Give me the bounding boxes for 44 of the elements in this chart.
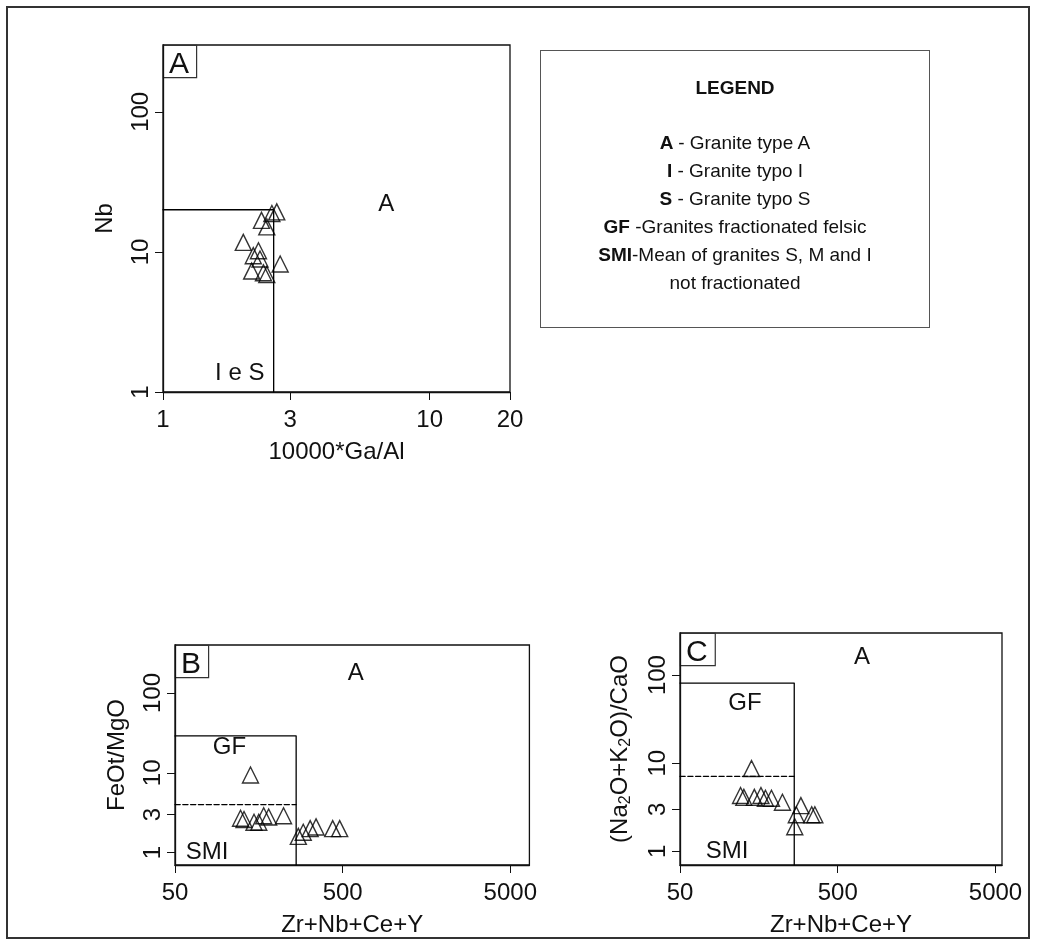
x-tick-label: 5000 (968, 877, 1023, 905)
x-tick-label: 10 (416, 404, 444, 432)
annotation: SMI (705, 836, 749, 864)
text: A - Granite type A (658, 131, 812, 155)
annotation: GF (212, 731, 247, 759)
annotation: I e S (215, 357, 265, 385)
x-tick-label: 20 (496, 404, 524, 432)
y-tick-label: 1 (137, 845, 165, 860)
x-axis-title: Zr+Nb+Ce+Y (281, 909, 424, 937)
annotation: B (181, 645, 202, 679)
x-tick-label: 5000 (483, 877, 537, 905)
x-tick-label: 3 (283, 404, 297, 432)
y-tick-label: 1 (125, 385, 153, 399)
text: not fractionated (668, 271, 802, 295)
annotation: A (378, 189, 395, 217)
x-tick-label: 50 (161, 877, 189, 905)
annotation: GF (728, 687, 762, 715)
x-axis-title: 10000*Ga/Al (268, 436, 405, 464)
annotation: A (169, 45, 190, 79)
annotation: A (853, 642, 870, 670)
text: I - Granite typo I (665, 159, 805, 183)
y-tick-label: 3 (137, 807, 165, 822)
x-tick-label: 500 (322, 877, 363, 905)
text: SMI-Mean of granites S, M and I (597, 243, 873, 267)
y-axis-title: (Na2O+K2O)/CaO (604, 655, 633, 843)
annotation: A (347, 658, 364, 686)
annotation: SMI (185, 837, 229, 865)
y-tick-label: 100 (137, 673, 165, 714)
annotation: C (686, 633, 708, 667)
y-tick-label: 10 (642, 749, 670, 777)
y-tick-label: 100 (125, 91, 153, 132)
y-tick-label: 100 (642, 655, 670, 696)
text: GF -Granites fractionated felsic (602, 215, 868, 239)
y-axis-title: Nb (89, 203, 117, 234)
text: LEGEND (694, 77, 776, 99)
x-axis-title: Zr+Nb+Ce+Y (769, 909, 913, 937)
y-axis-title: FeOt/MgO (101, 698, 129, 812)
text: S - Granite typo S (658, 187, 812, 211)
y-tick-label: 10 (125, 238, 153, 266)
y-tick-label: 1 (642, 844, 670, 859)
y-tick-label: 3 (642, 802, 670, 816)
x-tick-label: 500 (817, 877, 858, 905)
y-tick-label: 10 (137, 759, 165, 787)
x-tick-label: 50 (666, 877, 694, 905)
